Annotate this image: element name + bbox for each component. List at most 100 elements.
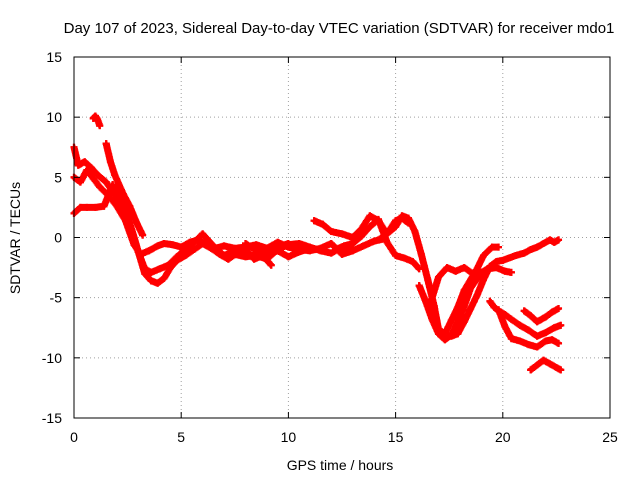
data-point: [295, 246, 303, 254]
data-point: [542, 337, 550, 345]
data-point: [533, 332, 541, 340]
data-point: [557, 321, 565, 329]
data-point: [467, 276, 475, 284]
data-point: [145, 247, 153, 255]
data-point: [467, 284, 475, 292]
y-tick-label: 5: [54, 169, 62, 185]
y-tick-label: -15: [42, 410, 62, 426]
data-point: [374, 236, 382, 244]
data-point: [91, 112, 99, 120]
data-point: [417, 250, 425, 258]
data-point: [495, 306, 503, 314]
data-point: [366, 223, 374, 231]
data-point: [132, 218, 140, 226]
data-point: [327, 240, 335, 248]
data-point: [141, 270, 149, 278]
data-point: [383, 238, 391, 246]
x-tick-label: 5: [177, 429, 185, 445]
series-track-2: [70, 181, 314, 276]
data-point: [102, 140, 110, 148]
data-point: [338, 230, 346, 238]
data-point: [96, 122, 104, 130]
data-point: [317, 244, 325, 252]
data-point: [550, 238, 558, 246]
data-point: [169, 241, 177, 249]
series-track-16: [520, 304, 563, 326]
data-point: [434, 273, 442, 281]
series-markers: [70, 181, 314, 276]
data-point: [106, 158, 114, 166]
data-point: [486, 262, 494, 270]
data-point: [87, 164, 95, 172]
data-point: [83, 203, 91, 211]
x-axis-title: GPS time / hours: [287, 457, 394, 473]
data-point: [447, 332, 455, 340]
data-point: [366, 212, 374, 220]
data-point: [327, 227, 335, 235]
data-point: [89, 175, 97, 183]
data-point: [242, 240, 250, 248]
y-tick-label: 10: [46, 109, 62, 125]
data-point: [310, 217, 318, 225]
data-point: [190, 238, 198, 246]
data-point: [119, 207, 127, 215]
data-point: [542, 329, 550, 337]
series-track-17: [527, 356, 565, 374]
data-point: [242, 253, 250, 261]
data-point: [447, 317, 455, 325]
data-point: [424, 276, 432, 284]
data-point: [166, 264, 174, 272]
data-point: [400, 254, 408, 262]
chart-title: Day 107 of 2023, Sidereal Day-to-day VTE…: [64, 20, 615, 37]
y-tick-label: 0: [54, 230, 62, 246]
data-point: [428, 315, 436, 323]
data-point: [434, 330, 442, 338]
data-point: [460, 302, 468, 310]
data-point: [552, 363, 560, 371]
data-point: [199, 240, 207, 248]
data-point: [359, 242, 367, 250]
data-point: [540, 356, 548, 364]
data-point: [555, 236, 563, 244]
data-point: [488, 243, 496, 251]
data-point: [374, 215, 382, 223]
data-point: [111, 190, 119, 198]
data-point: [160, 274, 168, 282]
y-tick-label: 15: [46, 49, 62, 65]
data-point: [115, 181, 123, 189]
data-point: [430, 302, 438, 310]
data-point: [147, 277, 155, 285]
data-point: [550, 324, 558, 332]
data-point: [411, 227, 419, 235]
data-point: [173, 256, 181, 264]
data-point: [441, 336, 449, 344]
data-point: [349, 247, 357, 255]
data-point: [126, 202, 134, 210]
data-point: [527, 312, 535, 320]
data-point: [527, 246, 535, 254]
data-point: [555, 304, 563, 312]
data-point: [94, 171, 102, 179]
data-point: [516, 321, 524, 329]
series-markers: [70, 143, 275, 287]
data-point: [147, 268, 155, 276]
data-point: [274, 246, 282, 254]
data-point: [490, 303, 498, 311]
series-track-9: [332, 215, 423, 273]
data-point: [507, 335, 515, 343]
data-point: [507, 315, 515, 323]
data-point: [525, 326, 533, 334]
data-point: [516, 337, 524, 345]
data-point: [507, 268, 515, 276]
data-point: [332, 246, 340, 254]
x-tick-label: 15: [388, 429, 404, 445]
series-track-4: [89, 112, 104, 130]
data-point: [527, 366, 535, 374]
data-point: [555, 339, 563, 347]
x-tick-label: 25: [602, 429, 618, 445]
data-point: [76, 178, 84, 186]
data-point: [111, 171, 119, 179]
data-point: [467, 304, 475, 312]
data-point: [454, 318, 462, 326]
data-point: [452, 267, 460, 275]
